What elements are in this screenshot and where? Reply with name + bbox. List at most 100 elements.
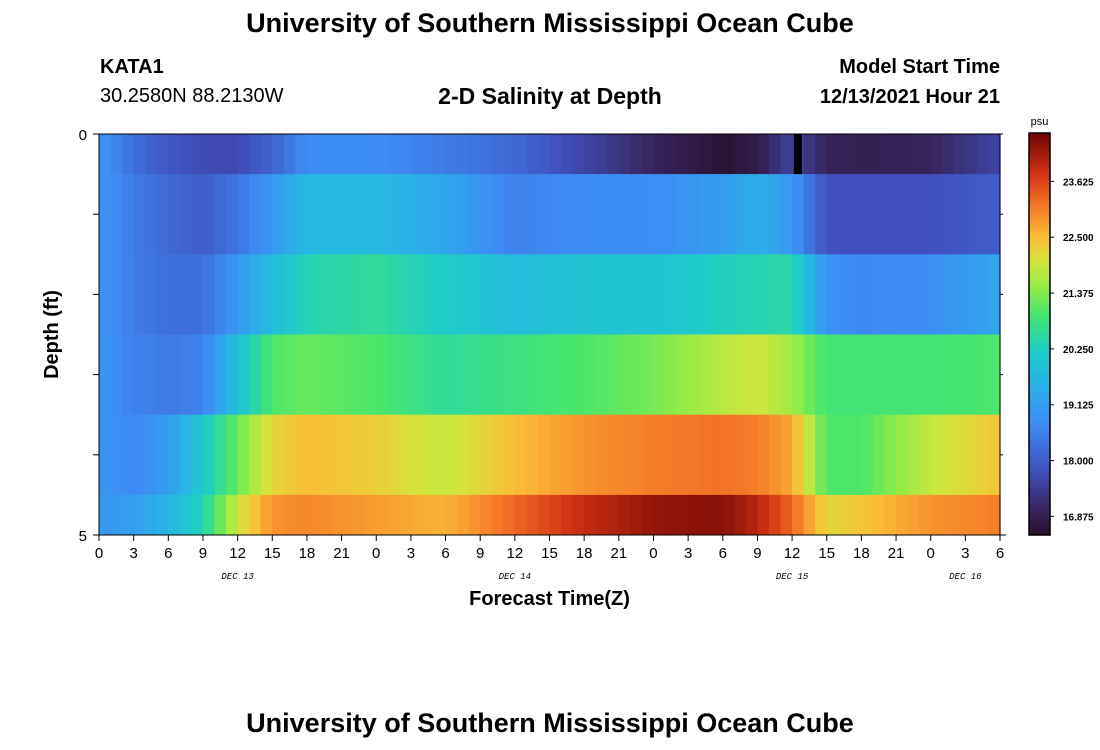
heatmap-cell: [179, 254, 193, 335]
heatmap-cell: [145, 414, 158, 496]
x-tick-label: 0: [95, 545, 103, 562]
heatmap-cell: [353, 174, 366, 255]
heatmap-cell: [734, 134, 747, 175]
heatmap-cell: [930, 494, 943, 536]
heatmap-cell: [410, 254, 424, 335]
colorbar-swatch: [1029, 411, 1050, 415]
heatmap-cell: [896, 414, 909, 496]
x-tick-label: 0: [927, 545, 935, 562]
heatmap-cell: [445, 494, 458, 536]
colorbar-swatch: [1029, 386, 1050, 390]
heatmap-cell: [734, 174, 747, 255]
heatmap-cell: [376, 174, 389, 255]
heatmap-cell: [260, 254, 273, 335]
heatmap-cell: [179, 334, 193, 416]
heatmap-cell: [133, 334, 146, 416]
heatmap-cell: [122, 334, 135, 416]
colorbar-swatch: [1029, 349, 1050, 353]
heatmap-cell: [364, 174, 377, 255]
colorbar-swatch: [1029, 230, 1050, 234]
heatmap-cell: [584, 174, 597, 255]
colorbar-swatch: [1029, 381, 1050, 385]
heatmap-cell: [699, 134, 712, 175]
heatmap-cell: [561, 334, 574, 416]
heatmap-cell: [526, 254, 539, 335]
heatmap-cell: [364, 134, 377, 175]
heatmap-cell: [792, 494, 805, 536]
heatmap-cell: [930, 174, 943, 255]
heatmap-cell: [480, 334, 493, 416]
heatmap-cell: [896, 254, 909, 335]
colorbar-swatch: [1029, 444, 1050, 448]
heatmap-cell: [803, 414, 816, 496]
heatmap-cell: [480, 414, 493, 496]
heatmap-cell: [399, 134, 412, 175]
heatmap-cell: [953, 494, 966, 536]
heatmap-cell: [514, 494, 527, 536]
heatmap-cell: [942, 254, 955, 335]
colorbar-swatch: [1029, 296, 1050, 300]
heatmap-cell: [618, 134, 631, 175]
heatmap-cell: [965, 414, 978, 496]
heatmap-cell: [433, 254, 447, 335]
heatmap-cell: [491, 174, 504, 255]
heatmap-cell: [191, 174, 204, 255]
heatmap-cell: [768, 134, 782, 175]
colorbar-swatch: [1029, 449, 1050, 453]
heatmap-cell: [226, 334, 239, 416]
colorbar-swatch: [1029, 213, 1050, 217]
heatmap-cell: [953, 134, 966, 175]
heatmap-cell: [930, 334, 943, 416]
colorbar-swatch: [1029, 339, 1050, 343]
heatmap-cell: [757, 134, 770, 175]
heatmap-cell: [549, 254, 562, 335]
heatmap-cell: [457, 254, 470, 335]
heatmap-cell: [792, 414, 805, 496]
heatmap-cell: [503, 254, 516, 335]
heatmap-cell: [99, 134, 112, 175]
heatmap-cell: [896, 494, 909, 536]
heatmap-cell: [330, 254, 343, 335]
heatmap-cell: [468, 494, 481, 536]
heatmap-cell: [838, 414, 851, 496]
day-label: DEC 13: [221, 572, 254, 582]
colorbar-swatch: [1029, 153, 1050, 157]
colorbar-swatch: [1029, 218, 1050, 222]
colorbar-swatch: [1029, 328, 1050, 332]
colorbar-swatch: [1029, 143, 1050, 147]
heatmap-cell: [676, 494, 689, 536]
heatmap-cell: [295, 494, 308, 536]
x-tick-label: 3: [684, 545, 692, 562]
heatmap-cell: [364, 494, 377, 536]
heatmap-cell: [942, 174, 955, 255]
colorbar-swatch: [1029, 344, 1050, 348]
heatmap-cell: [387, 334, 400, 416]
heatmap-cell: [641, 494, 655, 536]
heatmap-cell: [884, 494, 897, 536]
heatmap-cell: [110, 134, 123, 175]
heatmap-cell: [179, 174, 193, 255]
heatmap-cell: [110, 494, 123, 536]
heatmap-cell: [722, 334, 735, 416]
heatmap-cell: [353, 334, 366, 416]
heatmap-cell: [976, 174, 990, 255]
colorbar-swatch: [1029, 256, 1050, 260]
colorbar-swatch: [1029, 431, 1050, 435]
colorbar-swatch: [1029, 396, 1050, 400]
x-tick-label: 3: [129, 545, 137, 562]
colorbar-unit: psu: [1031, 116, 1049, 128]
x-tick-label: 12: [507, 545, 524, 562]
heatmap-cell: [99, 254, 112, 335]
colorbar-swatch: [1029, 351, 1050, 355]
colorbar-swatch: [1029, 303, 1050, 307]
heatmap-cell: [133, 134, 146, 175]
heatmap-cell: [433, 494, 447, 536]
colorbar-swatch: [1029, 286, 1050, 290]
heatmap-cell: [618, 494, 631, 536]
colorbar-swatch: [1029, 323, 1050, 327]
colorbar-swatch: [1029, 188, 1050, 192]
colorbar-swatch: [1029, 439, 1050, 443]
heatmap-cell: [618, 414, 631, 496]
heatmap-cell: [838, 134, 851, 175]
heatmap-cell: [872, 134, 886, 175]
